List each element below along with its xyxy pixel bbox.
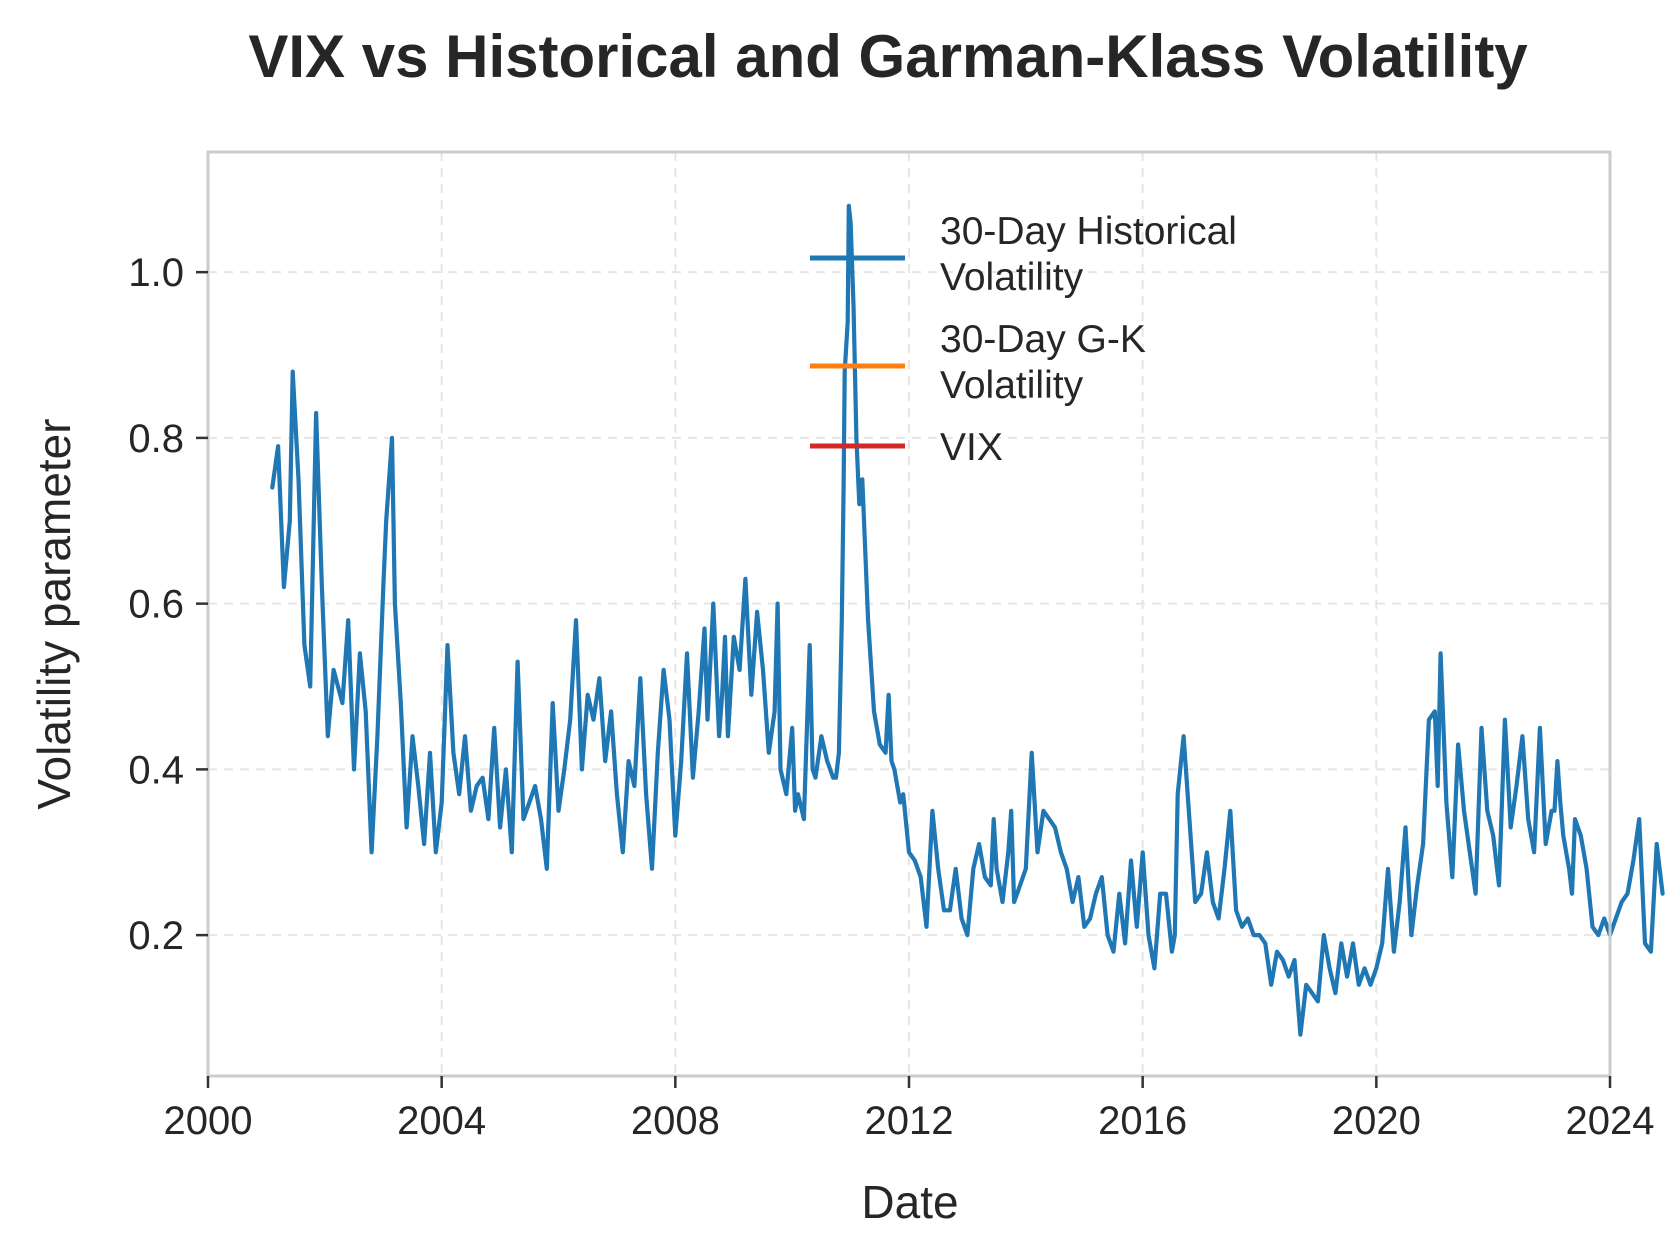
x-tick-label: 2016 — [1098, 1099, 1187, 1143]
y-tick-label: 0.8 — [128, 417, 184, 461]
series-line-1 — [270, 203, 1665, 1037]
legend-label-3: VIX — [940, 426, 1003, 469]
y-tick-label: 0.6 — [128, 583, 184, 627]
x-tick-label: 2000 — [164, 1099, 253, 1143]
chart-title: VIX vs Historical and Garman-Klass Volat… — [248, 23, 1528, 90]
legend-label-1: Volatility — [940, 256, 1084, 299]
y-axis: 0.2 0.4 0.6 0.8 1.0 — [128, 251, 208, 958]
x-tick-label: 2012 — [865, 1099, 954, 1143]
y-tick-label: 0.4 — [128, 748, 184, 792]
y-tick-label: 0.2 — [128, 914, 184, 958]
x-axis: 2000 2004 2008 2012 2016 2020 2024 — [164, 1076, 1655, 1143]
legend-label-2: Volatility — [940, 364, 1084, 407]
series-layer — [270, 203, 1665, 1037]
grid-lines — [207, 152, 1611, 1076]
legend-label-2: 30-Day G-K — [940, 318, 1146, 361]
x-axis-label: Date — [861, 1176, 958, 1228]
y-tick-label: 1.0 — [128, 251, 184, 295]
x-tick-label: 2008 — [631, 1099, 720, 1143]
x-tick-label: 2004 — [397, 1099, 486, 1143]
x-tick-label: 2020 — [1332, 1099, 1421, 1143]
legend-label-1: 30-Day Historical — [940, 210, 1237, 253]
x-tick-label: 2024 — [1566, 1099, 1655, 1143]
y-axis-label: Volatility parameter — [28, 418, 80, 809]
